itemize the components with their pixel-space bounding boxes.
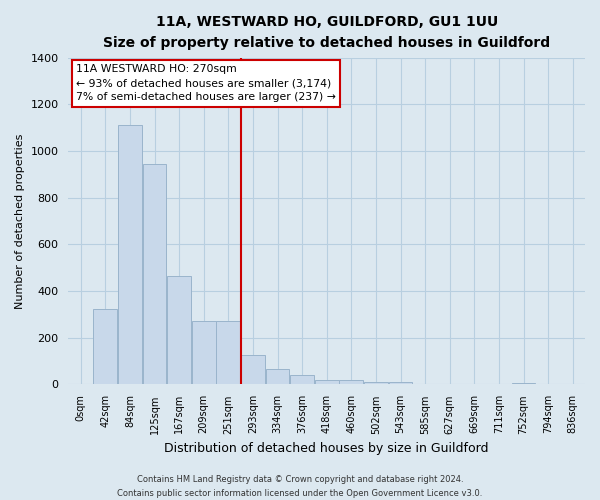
Bar	[94, 308, 117, 384]
Bar	[143, 164, 166, 384]
Bar	[315, 380, 338, 384]
Text: Contains HM Land Registry data © Crown copyright and database right 2024.
Contai: Contains HM Land Registry data © Crown c…	[118, 476, 482, 498]
Bar	[217, 322, 240, 384]
X-axis label: Distribution of detached houses by size in Guildford: Distribution of detached houses by size …	[164, 442, 489, 455]
Y-axis label: Number of detached properties: Number of detached properties	[15, 134, 25, 309]
Title: 11A, WESTWARD HO, GUILDFORD, GU1 1UU
Size of property relative to detached house: 11A, WESTWARD HO, GUILDFORD, GU1 1UU Siz…	[103, 15, 550, 50]
Bar	[364, 382, 388, 384]
Bar	[389, 382, 412, 384]
Bar	[118, 126, 142, 384]
Bar	[340, 380, 363, 384]
Bar	[167, 276, 191, 384]
Bar	[290, 375, 314, 384]
Text: 11A WESTWARD HO: 270sqm
← 93% of detached houses are smaller (3,174)
7% of semi-: 11A WESTWARD HO: 270sqm ← 93% of detache…	[76, 64, 336, 102]
Bar	[192, 322, 215, 384]
Bar	[266, 370, 289, 384]
Bar	[241, 356, 265, 384]
